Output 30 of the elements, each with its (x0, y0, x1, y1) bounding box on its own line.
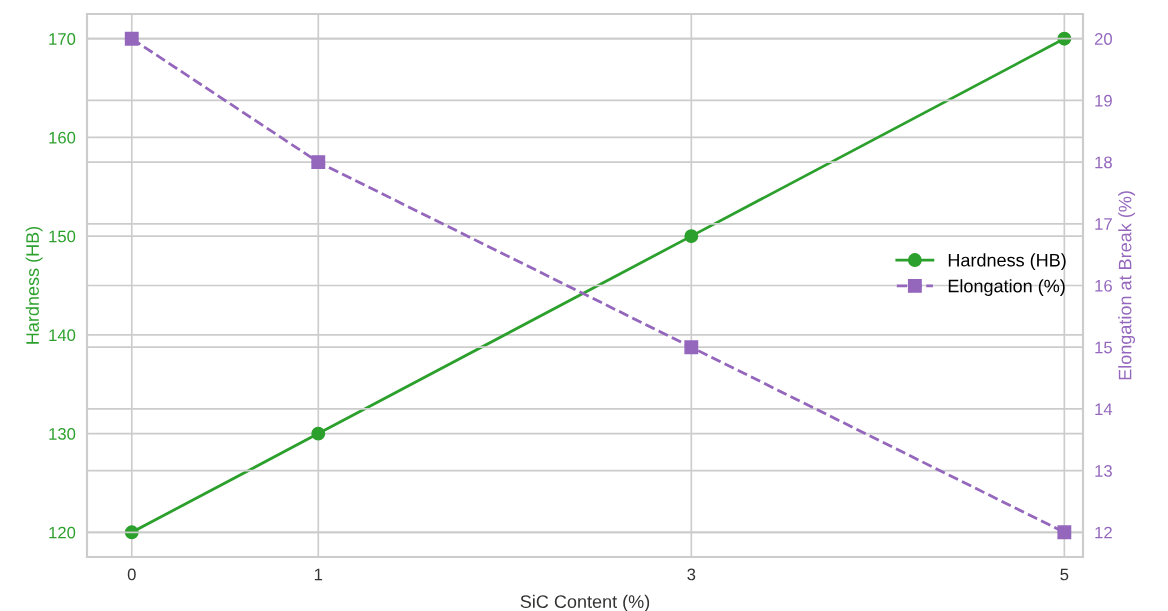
y2-axis-title: Elongation at Break (%) (1118, 191, 1136, 380)
y-tick-label: 130 (49, 427, 76, 440)
point (311, 426, 326, 441)
y2-tick-label: 17 (1095, 218, 1112, 230)
y2-tick-label: 18 (1095, 156, 1112, 169)
y2-tick-label: 13 (1095, 465, 1112, 477)
y2-tick-label: 19 (1095, 94, 1112, 107)
x-tick-label: 1 (314, 568, 323, 581)
x-tick-label: 5 (1060, 568, 1069, 581)
point (684, 229, 699, 244)
point (684, 340, 699, 355)
legend-label: Elongation (%) (948, 279, 1065, 296)
y2-tick-label: 14 (1095, 403, 1113, 415)
point (311, 155, 326, 170)
y-tick-label: 170 (49, 33, 76, 45)
point (124, 31, 139, 46)
y2-tick-label: 20 (1094, 33, 1112, 45)
y-tick-label: 150 (49, 230, 76, 243)
y2-tick-label: 16 (1095, 279, 1112, 292)
y-axis-title: Hardness (HB) (25, 226, 43, 344)
point (1057, 525, 1072, 540)
y-tick-label: 160 (49, 131, 76, 144)
legend-label: Hardness (HB) (948, 253, 1066, 271)
x-axis-title: SiC Content (%) (520, 594, 650, 611)
y-tick-label: 120 (49, 526, 76, 539)
x-tick-label: 3 (687, 568, 696, 581)
y-tick-label: 140 (49, 329, 76, 342)
x-tick-label: 0 (127, 568, 136, 581)
y2-tick-label: 15 (1095, 341, 1112, 354)
y2-tick-label: 12 (1095, 526, 1112, 539)
